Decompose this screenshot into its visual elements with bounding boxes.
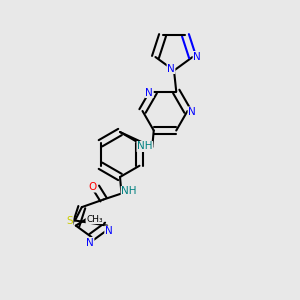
Text: NH: NH	[137, 142, 152, 152]
Text: CH₃: CH₃	[86, 214, 103, 224]
Text: N: N	[188, 107, 196, 117]
Text: N: N	[193, 52, 201, 61]
Text: N: N	[86, 238, 94, 248]
Text: O: O	[88, 182, 97, 192]
Text: N: N	[105, 226, 112, 236]
Text: NH: NH	[121, 187, 137, 196]
Text: S: S	[66, 217, 73, 226]
Text: N: N	[167, 64, 175, 74]
Text: N: N	[146, 88, 153, 98]
